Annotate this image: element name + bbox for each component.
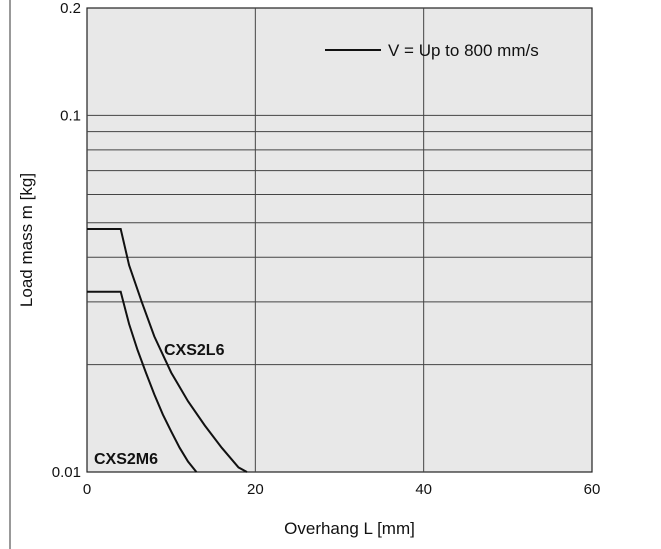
plot-area — [86, 7, 593, 473]
y-tick-label: 0.2 — [60, 0, 81, 17]
x-tick-label: 20 — [247, 481, 264, 498]
legend: V = Up to 800 mm/s — [325, 41, 539, 60]
series-group: CXS2L6 CXS2M6 — [87, 228, 248, 473]
legend-label: V = Up to 800 mm/s — [388, 41, 539, 60]
x-tick-label: 0 — [83, 481, 91, 498]
series-line-cxs2l6 — [87, 228, 248, 473]
x-tick-label: 40 — [415, 481, 432, 498]
series-label-cxs2l6: CXS2L6 — [164, 342, 225, 359]
y-axis-title: Load mass m [kg] — [17, 173, 36, 307]
grid-lines — [87, 8, 592, 472]
tick-labels: 0 20 40 60 0.01 0.1 0.2 — [52, 0, 601, 498]
x-tick-label: 60 — [584, 481, 601, 498]
y-tick-label: 0.01 — [52, 464, 81, 481]
series-label-cxs2m6: CXS2M6 — [94, 451, 158, 468]
x-axis-title: Overhang L [mm] — [284, 519, 415, 538]
y-tick-label: 0.1 — [60, 107, 81, 124]
series-line-cxs2m6 — [87, 290, 198, 473]
